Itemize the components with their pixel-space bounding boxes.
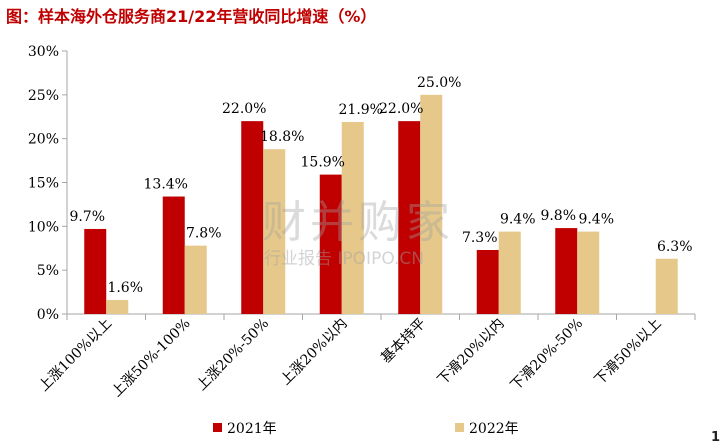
data-label-2021: 22.0% [379, 101, 423, 117]
data-label-2022: 9.4% [578, 212, 614, 228]
data-label-2022: 9.4% [500, 212, 536, 228]
chart-bars [84, 94, 678, 314]
y-tick-label: 10% [28, 219, 59, 235]
bar-2021 [555, 228, 578, 314]
category-label: 上涨20%以内 [278, 316, 351, 389]
y-tick-label: 25% [28, 88, 59, 104]
chart-title: 图：样本海外仓服务商21/22年营收同比增速（%） [6, 7, 377, 26]
legend-swatch-2021 [213, 423, 222, 432]
bar-2021 [241, 121, 264, 314]
y-tick-label: 30% [28, 44, 59, 60]
data-label-2022: 25.0% [417, 75, 461, 91]
chart-axes: 0% 5% 10% 15% 20% 25% 30% [28, 44, 696, 323]
category-label: 下滑50%以上 [591, 315, 665, 389]
category-label: 上涨20%-50% [194, 316, 272, 394]
data-label-2021: 9.8% [540, 208, 576, 224]
data-label-2021: 7.3% [462, 230, 498, 246]
data-label-2022: 7.8% [186, 226, 222, 242]
category-label: 上涨50%-100% [109, 316, 194, 401]
category-label: 下滑20%以内 [434, 315, 508, 389]
data-label-2022: 1.6% [107, 280, 143, 296]
bar-2022 [184, 245, 207, 314]
legend-label-2021: 2021年 [227, 421, 277, 437]
data-label-2021: 22.0% [222, 101, 266, 117]
chart-data-labels: 9.7%1.6%13.4%7.8%22.0%18.8%15.9%21.9%22.… [69, 75, 692, 296]
data-label-2022: 18.8% [260, 129, 304, 145]
data-label-2022: 6.3% [657, 239, 693, 255]
bar-2021 [398, 121, 421, 314]
category-label: 上涨100%以上 [36, 316, 115, 395]
bar-2021 [162, 196, 185, 314]
bar-2021 [319, 174, 342, 314]
bar-2022 [420, 94, 443, 314]
watermark-url-text: 行业报告 IPOIPO.CN [264, 249, 424, 269]
legend-label-2022: 2022年 [469, 421, 519, 437]
y-tick-label: 20% [28, 132, 59, 148]
y-tick-label: 5% [37, 263, 59, 279]
watermark-logo-text: 财并购家 [262, 197, 454, 248]
bar-2022 [577, 231, 600, 314]
bar-2022 [498, 231, 521, 314]
bar-2022 [655, 258, 678, 314]
page-number: 1 [710, 430, 720, 445]
category-label: 下滑20%-50% [507, 315, 586, 394]
legend-swatch-2022 [455, 423, 464, 432]
bar-2022 [341, 122, 364, 314]
category-label: 基本持平 [377, 315, 429, 367]
y-tick-label: 15% [28, 176, 59, 192]
data-label-2021: 9.7% [69, 209, 105, 225]
bar-2021 [476, 250, 499, 314]
bar-2021 [84, 228, 107, 314]
data-label-2021: 13.4% [144, 177, 188, 193]
bar-2022 [106, 299, 129, 314]
chart-legend: 2021年 2022年 [213, 421, 519, 437]
y-tick-label: 0% [37, 307, 59, 323]
data-label-2021: 15.9% [301, 155, 345, 171]
bar-2022 [263, 149, 286, 314]
data-label-2022: 21.9% [339, 102, 383, 118]
